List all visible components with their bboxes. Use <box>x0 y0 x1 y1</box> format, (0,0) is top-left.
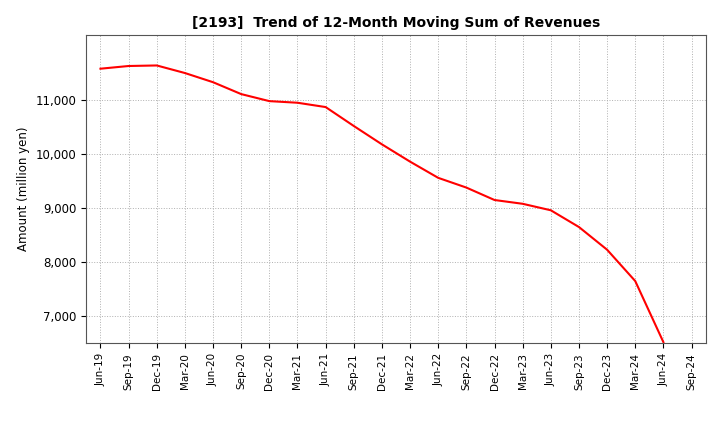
Y-axis label: Amount (million yen): Amount (million yen) <box>17 127 30 251</box>
Title: [2193]  Trend of 12-Month Moving Sum of Revenues: [2193] Trend of 12-Month Moving Sum of R… <box>192 16 600 30</box>
